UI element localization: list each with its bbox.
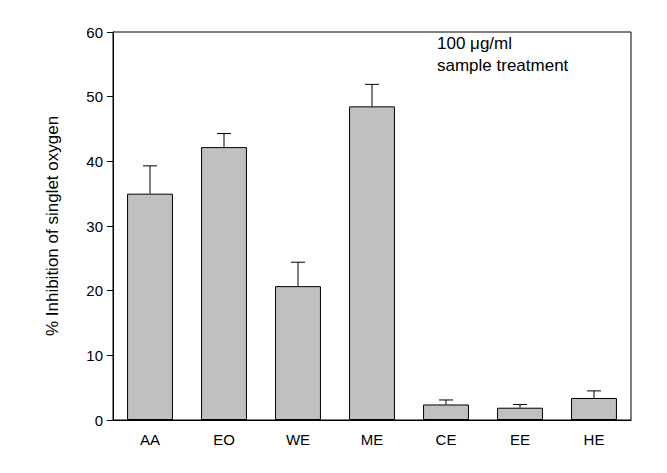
svg-text:20: 20 [86,282,103,299]
svg-text:30: 30 [86,218,103,235]
svg-text:EO: EO [213,431,235,448]
svg-text:50: 50 [86,88,103,105]
svg-text:CE: CE [436,431,457,448]
svg-text:AA: AA [140,431,160,448]
svg-text:0: 0 [95,412,103,429]
svg-text:WE: WE [286,431,310,448]
svg-text:HE: HE [584,431,605,448]
svg-text:10: 10 [86,347,103,364]
svg-text:ME: ME [361,431,384,448]
svg-text:EE: EE [510,431,530,448]
svg-text:sample treatment: sample treatment [437,56,569,75]
svg-text:60: 60 [86,24,103,41]
svg-text:% Inhibition of singlet oxygen: % Inhibition of singlet oxygen [43,116,62,336]
svg-text:100 μg/ml: 100 μg/ml [437,34,512,53]
svg-text:40: 40 [86,153,103,170]
